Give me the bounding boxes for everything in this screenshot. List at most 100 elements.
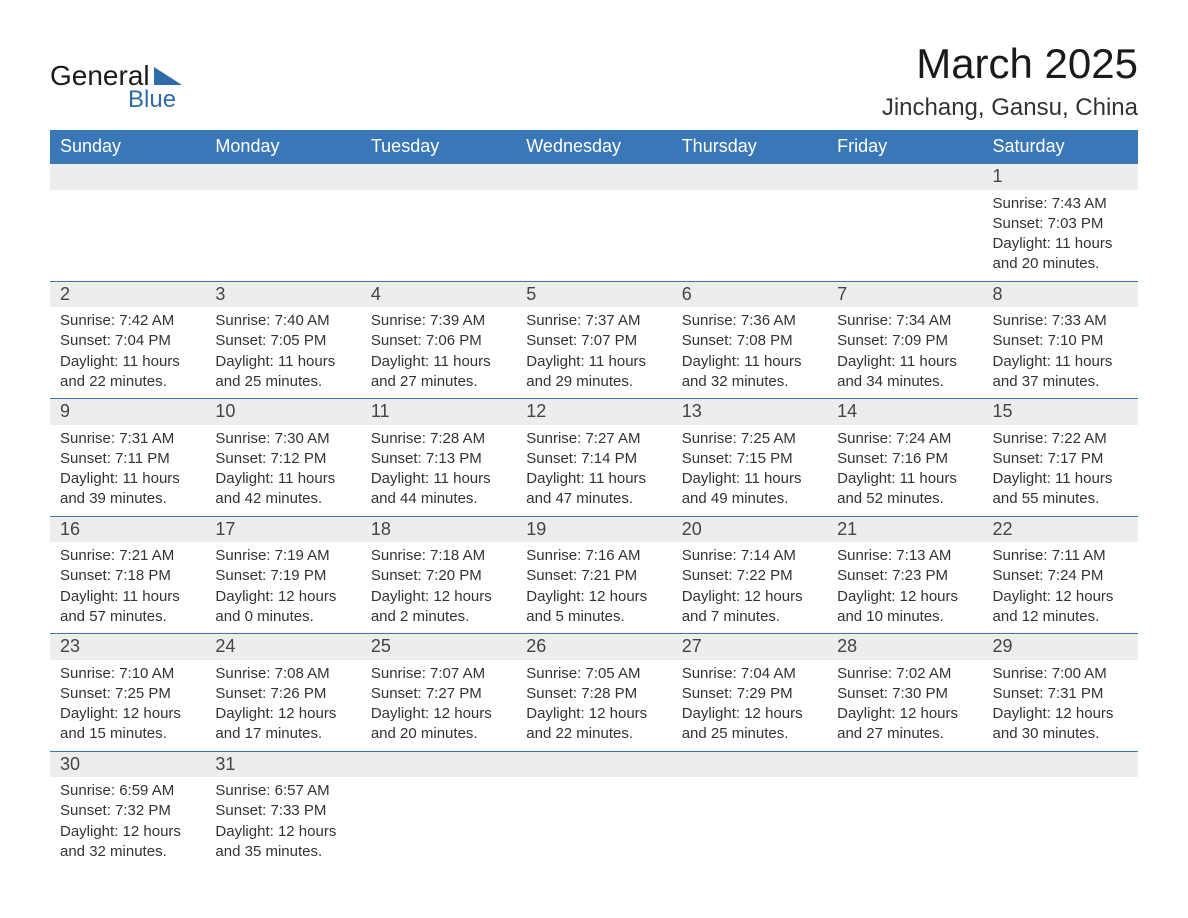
day-number-cell: 23	[50, 634, 205, 660]
day-sunset: Sunset: 7:31 PM	[993, 684, 1128, 704]
day-number-cell: 2	[50, 281, 205, 307]
day-sunrise: Sunrise: 7:24 AM	[837, 429, 972, 449]
day-dl2: and 32 minutes.	[60, 842, 195, 862]
day-number-cell	[516, 751, 671, 777]
day-detail-cell	[827, 777, 982, 868]
day-dl2: and 30 minutes.	[993, 724, 1128, 744]
day-sunrise: Sunrise: 7:05 AM	[526, 664, 661, 684]
weekday-header: Wednesday	[516, 130, 671, 164]
day-sunset: Sunset: 7:04 PM	[60, 331, 195, 351]
day-sunset: Sunset: 7:17 PM	[993, 449, 1128, 469]
day-sunset: Sunset: 7:14 PM	[526, 449, 661, 469]
detail-row: Sunrise: 7:43 AMSunset: 7:03 PMDaylight:…	[50, 190, 1138, 282]
day-dl1: Daylight: 12 hours	[60, 704, 195, 724]
day-sunset: Sunset: 7:30 PM	[837, 684, 972, 704]
day-dl2: and 22 minutes.	[526, 724, 661, 744]
day-sunset: Sunset: 7:21 PM	[526, 566, 661, 586]
day-sunrise: Sunrise: 7:39 AM	[371, 311, 506, 331]
day-number-cell: 19	[516, 516, 671, 542]
day-dl1: Daylight: 12 hours	[682, 587, 817, 607]
day-dl2: and 27 minutes.	[371, 372, 506, 392]
day-sunset: Sunset: 7:32 PM	[60, 801, 195, 821]
day-sunrise: Sunrise: 7:34 AM	[837, 311, 972, 331]
day-number-cell: 22	[983, 516, 1138, 542]
day-detail-cell: Sunrise: 7:43 AMSunset: 7:03 PMDaylight:…	[983, 190, 1138, 282]
brand-blue: Blue	[128, 86, 176, 114]
day-sunrise: Sunrise: 7:27 AM	[526, 429, 661, 449]
day-sunset: Sunset: 7:28 PM	[526, 684, 661, 704]
day-detail-cell: Sunrise: 7:30 AMSunset: 7:12 PMDaylight:…	[205, 425, 360, 517]
day-number-cell: 1	[983, 164, 1138, 190]
day-number-cell: 3	[205, 281, 360, 307]
day-sunset: Sunset: 7:06 PM	[371, 331, 506, 351]
day-dl1: Daylight: 11 hours	[993, 234, 1128, 254]
title-block: March 2025 Jinchang, Gansu, China	[882, 40, 1138, 122]
day-sunset: Sunset: 7:18 PM	[60, 566, 195, 586]
day-sunrise: Sunrise: 7:04 AM	[682, 664, 817, 684]
day-sunrise: Sunrise: 7:36 AM	[682, 311, 817, 331]
day-dl1: Daylight: 11 hours	[215, 352, 350, 372]
weekday-header: Thursday	[672, 130, 827, 164]
day-detail-cell: Sunrise: 7:36 AMSunset: 7:08 PMDaylight:…	[672, 307, 827, 399]
detail-row: Sunrise: 6:59 AMSunset: 7:32 PMDaylight:…	[50, 777, 1138, 868]
day-detail-cell: Sunrise: 6:57 AMSunset: 7:33 PMDaylight:…	[205, 777, 360, 868]
day-sunrise: Sunrise: 7:14 AM	[682, 546, 817, 566]
day-dl2: and 37 minutes.	[993, 372, 1128, 392]
day-detail-cell	[50, 190, 205, 282]
day-sunset: Sunset: 7:19 PM	[215, 566, 350, 586]
day-dl2: and 49 minutes.	[682, 489, 817, 509]
day-detail-cell	[672, 190, 827, 282]
header: General Blue March 2025 Jinchang, Gansu,…	[50, 40, 1138, 122]
day-dl1: Daylight: 12 hours	[215, 822, 350, 842]
day-sunrise: Sunrise: 7:07 AM	[371, 664, 506, 684]
day-detail-cell: Sunrise: 7:18 AMSunset: 7:20 PMDaylight:…	[361, 542, 516, 634]
day-dl2: and 29 minutes.	[526, 372, 661, 392]
day-detail-cell	[516, 190, 671, 282]
day-detail-cell: Sunrise: 7:31 AMSunset: 7:11 PMDaylight:…	[50, 425, 205, 517]
day-sunrise: Sunrise: 7:16 AM	[526, 546, 661, 566]
day-dl2: and 12 minutes.	[993, 607, 1128, 627]
day-detail-cell: Sunrise: 7:13 AMSunset: 7:23 PMDaylight:…	[827, 542, 982, 634]
day-number-cell: 15	[983, 399, 1138, 425]
day-dl1: Daylight: 11 hours	[682, 352, 817, 372]
day-dl1: Daylight: 11 hours	[60, 587, 195, 607]
day-dl2: and 17 minutes.	[215, 724, 350, 744]
day-sunrise: Sunrise: 7:28 AM	[371, 429, 506, 449]
day-sunset: Sunset: 7:15 PM	[682, 449, 817, 469]
day-sunset: Sunset: 7:07 PM	[526, 331, 661, 351]
daynum-row: 2345678	[50, 281, 1138, 307]
day-dl1: Daylight: 12 hours	[371, 704, 506, 724]
day-sunset: Sunset: 7:05 PM	[215, 331, 350, 351]
day-detail-cell: Sunrise: 7:07 AMSunset: 7:27 PMDaylight:…	[361, 660, 516, 752]
day-number-cell: 29	[983, 634, 1138, 660]
daynum-row: 9101112131415	[50, 399, 1138, 425]
detail-row: Sunrise: 7:10 AMSunset: 7:25 PMDaylight:…	[50, 660, 1138, 752]
day-detail-cell: Sunrise: 7:05 AMSunset: 7:28 PMDaylight:…	[516, 660, 671, 752]
day-detail-cell	[205, 190, 360, 282]
day-dl2: and 55 minutes.	[993, 489, 1128, 509]
day-detail-cell: Sunrise: 7:11 AMSunset: 7:24 PMDaylight:…	[983, 542, 1138, 634]
day-number-cell	[516, 164, 671, 190]
day-dl1: Daylight: 11 hours	[526, 469, 661, 489]
day-dl1: Daylight: 12 hours	[993, 587, 1128, 607]
day-dl1: Daylight: 12 hours	[682, 704, 817, 724]
day-dl2: and 25 minutes.	[682, 724, 817, 744]
day-detail-cell: Sunrise: 7:40 AMSunset: 7:05 PMDaylight:…	[205, 307, 360, 399]
day-detail-cell	[827, 190, 982, 282]
day-sunset: Sunset: 7:22 PM	[682, 566, 817, 586]
day-number-cell: 20	[672, 516, 827, 542]
day-number-cell	[827, 164, 982, 190]
day-sunrise: Sunrise: 7:10 AM	[60, 664, 195, 684]
day-sunset: Sunset: 7:20 PM	[371, 566, 506, 586]
day-number-cell: 30	[50, 751, 205, 777]
day-dl1: Daylight: 11 hours	[215, 469, 350, 489]
daynum-row: 1	[50, 164, 1138, 190]
day-sunrise: Sunrise: 7:13 AM	[837, 546, 972, 566]
day-number-cell	[827, 751, 982, 777]
day-number-cell: 10	[205, 399, 360, 425]
day-detail-cell: Sunrise: 7:08 AMSunset: 7:26 PMDaylight:…	[205, 660, 360, 752]
day-number-cell	[361, 751, 516, 777]
day-dl1: Daylight: 12 hours	[526, 704, 661, 724]
day-dl2: and 44 minutes.	[371, 489, 506, 509]
day-dl1: Daylight: 11 hours	[60, 352, 195, 372]
